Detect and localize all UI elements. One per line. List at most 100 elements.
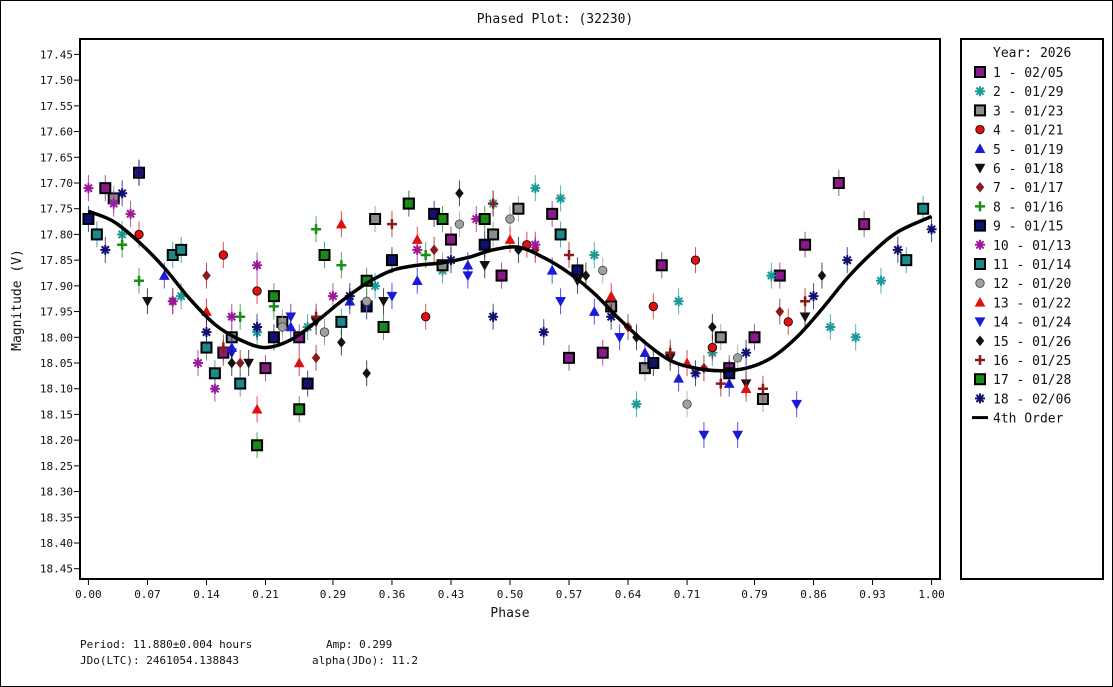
data-point xyxy=(134,275,145,286)
y-tick-label: 17.90 xyxy=(40,280,73,293)
data-point xyxy=(378,297,389,307)
data-point xyxy=(90,228,103,241)
data-point xyxy=(202,270,211,281)
data-point xyxy=(682,399,692,409)
data-point xyxy=(411,234,423,244)
data-point xyxy=(176,291,187,302)
x-tick-label: 0.43 xyxy=(438,588,465,601)
data-point xyxy=(614,333,626,343)
data-point xyxy=(655,259,668,272)
data-point xyxy=(362,296,372,306)
data-point xyxy=(589,250,600,260)
data-point xyxy=(858,218,871,231)
data-point xyxy=(336,260,347,271)
x-tick-label: 0.14 xyxy=(193,588,220,601)
legend: 1 - 02/05 2 - 01/29 3 - 01/23 4 - 01/21 5 - … xyxy=(972,66,1071,427)
data-point xyxy=(606,311,617,322)
legend-label: 7 - 01/17 xyxy=(993,181,1063,196)
legend-label: 12 - 01/20 xyxy=(993,277,1071,292)
data-point xyxy=(708,321,717,333)
data-point xyxy=(420,250,431,260)
x-tick-label: 0.29 xyxy=(320,588,347,601)
data-point xyxy=(99,182,112,195)
legend-marker xyxy=(975,124,985,135)
legend-marker xyxy=(974,296,986,307)
data-point xyxy=(267,331,280,344)
data-point xyxy=(808,291,819,302)
data-point xyxy=(218,342,229,353)
data-point xyxy=(385,254,398,267)
data-point xyxy=(100,244,111,255)
data-point xyxy=(436,259,449,272)
data-point xyxy=(267,290,280,303)
data-point xyxy=(293,403,306,416)
data-point xyxy=(555,297,567,307)
legend-label: 3 - 01/23 xyxy=(993,104,1063,119)
y-tick-label: 17.80 xyxy=(40,228,73,241)
data-point xyxy=(766,270,777,281)
fit-curve-group xyxy=(87,209,933,373)
x-axis-title: Phase xyxy=(490,606,529,621)
y-axis-title: Magnitude (V) xyxy=(10,249,25,351)
data-point xyxy=(218,250,228,260)
data-point xyxy=(673,372,685,383)
data-point xyxy=(825,322,836,332)
data-point xyxy=(471,214,482,224)
legend-marker xyxy=(975,355,985,365)
legend-label: 15 - 01/26 xyxy=(993,335,1071,350)
data-point xyxy=(698,430,710,441)
y-tick-label: 17.50 xyxy=(40,74,73,87)
x-axis: 0.00 0.07 0.14 0.21 0.29 0.36 0.43 0.50 0.57 0.64… xyxy=(75,579,945,601)
data-point xyxy=(900,254,913,267)
data-point xyxy=(167,296,178,307)
data-point xyxy=(832,177,845,189)
data-point xyxy=(386,219,397,230)
data-point xyxy=(421,312,431,322)
chart-title: Phased Plot: (32230) xyxy=(477,12,634,27)
data-point xyxy=(478,213,491,225)
data-point xyxy=(411,275,423,285)
x-tick-label: 0.00 xyxy=(75,588,102,601)
data-point xyxy=(917,202,930,215)
legend-label: 6 - 01/18 xyxy=(993,162,1063,177)
data-point xyxy=(665,347,676,358)
data-point xyxy=(647,357,660,369)
data-point xyxy=(243,358,255,369)
legend-title: Year: 2026 xyxy=(993,46,1071,61)
legend-label: 4th Order xyxy=(993,412,1064,427)
legend-label: 11 - 01/14 xyxy=(993,258,1071,273)
data-point xyxy=(581,270,591,281)
data-point xyxy=(234,377,247,390)
x-tick-label: 0.57 xyxy=(556,588,583,601)
data-point xyxy=(723,367,736,380)
alpha-info: alpha(JDo): 11.2 xyxy=(312,654,418,667)
y-tick-label: 17.75 xyxy=(40,203,73,216)
amp-info: Amp: 0.299 xyxy=(326,638,393,651)
x-tick-label: 0.93 xyxy=(859,588,886,601)
data-point xyxy=(732,353,743,363)
y-tick-label: 17.70 xyxy=(40,177,73,190)
data-point xyxy=(462,271,474,282)
y-tick-label: 17.85 xyxy=(40,254,73,267)
data-point xyxy=(335,315,348,328)
data-point xyxy=(546,264,558,275)
data-point xyxy=(377,321,390,333)
data-point xyxy=(546,207,559,220)
data-point xyxy=(817,270,827,281)
data-point xyxy=(227,357,237,369)
data-point xyxy=(454,219,465,229)
data-point xyxy=(555,193,566,204)
legend-marker xyxy=(974,317,986,328)
data-point xyxy=(554,228,567,241)
data-point xyxy=(370,280,381,291)
data-point xyxy=(926,224,937,235)
data-point xyxy=(319,327,330,337)
data-point xyxy=(117,239,128,250)
data-point xyxy=(588,306,600,316)
data-point xyxy=(571,264,584,277)
y-axis: 17.45 17.50 17.55 17.60 17.65 17.70 17.75 17.80… xyxy=(40,48,80,576)
data-point xyxy=(530,183,541,194)
plot-area xyxy=(79,38,941,580)
legend-marker xyxy=(974,104,986,117)
fit-curve-line xyxy=(87,209,933,373)
